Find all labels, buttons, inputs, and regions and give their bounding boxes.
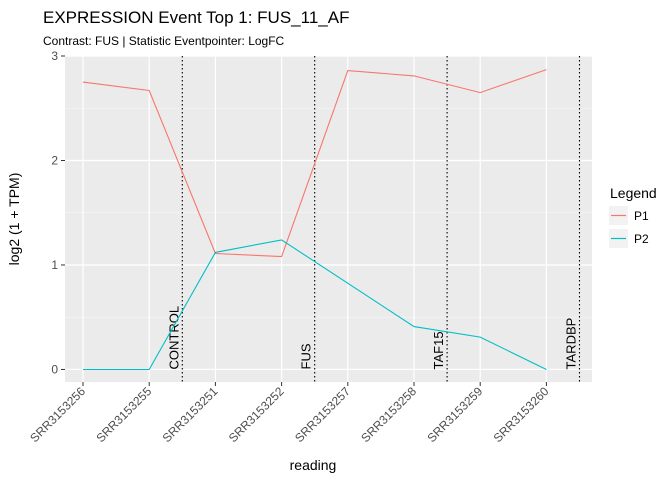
y-tick-label: 3 <box>51 49 58 63</box>
chart-subtitle: Contrast: FUS | Statistic Eventpointer: … <box>43 34 285 48</box>
x-tick-label: SRR3153258 <box>358 384 419 445</box>
x-tick-label: SRR3153252 <box>226 384 287 445</box>
legend-label: P1 <box>634 209 649 223</box>
group-separator-label: CONTROL <box>166 306 181 370</box>
x-tick-label: SRR3153257 <box>292 384 353 445</box>
x-tick-label: SRR3153260 <box>491 384 552 445</box>
x-tick-label: SRR3153259 <box>424 384 485 445</box>
y-tick-label: 1 <box>51 258 58 272</box>
chart-title: EXPRESSION Event Top 1: FUS_11_AF <box>43 8 349 27</box>
series-line <box>83 239 547 371</box>
x-tick-label: SRR3153256 <box>27 384 88 445</box>
x-tick-label: SRR3153251 <box>160 384 221 445</box>
series-layer <box>82 69 547 371</box>
legend-label: P2 <box>634 232 649 246</box>
separator-layer: CONTROL FUS TAF15 TARDBP <box>166 56 581 382</box>
group-separator-label: TARDBP <box>564 318 579 370</box>
series-line <box>82 69 547 258</box>
y-tick-label: 0 <box>51 362 58 376</box>
grid-layer <box>65 55 592 382</box>
legend-title: Legend <box>610 185 657 201</box>
y-tick-label: 2 <box>51 153 58 167</box>
x-tick-label: SRR3153255 <box>93 384 154 445</box>
group-separator-label: TAF15 <box>431 331 446 369</box>
x-axis-label: reading <box>290 457 337 473</box>
group-separator-label: FUS <box>299 343 314 369</box>
legend: Legend P1 P2 <box>609 185 657 248</box>
plot-panel <box>65 56 592 382</box>
y-axis-label: log2 (1 + TPM) <box>6 173 22 266</box>
